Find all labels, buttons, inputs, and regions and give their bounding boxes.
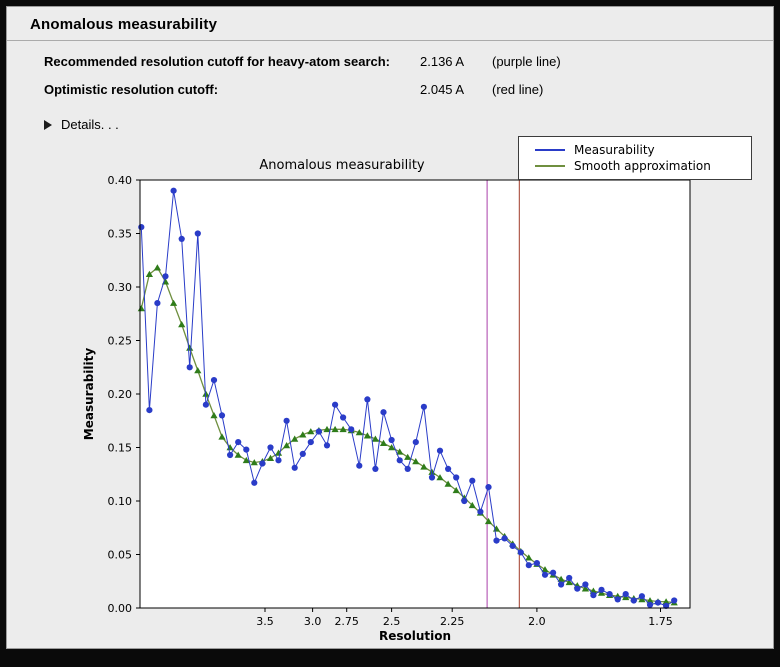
svg-text:2.0: 2.0 <box>528 615 546 628</box>
optimistic-cutoff-note: (red line) <box>492 82 544 97</box>
svg-text:0.15: 0.15 <box>108 442 133 455</box>
svg-text:3.0: 3.0 <box>304 615 322 628</box>
svg-text:0.30: 0.30 <box>108 281 133 294</box>
legend-label-smooth: Smooth approximation <box>574 159 711 173</box>
svg-text:2.5: 2.5 <box>383 615 401 628</box>
title-separator <box>7 40 773 41</box>
legend-entry-measurability: Measurability <box>527 142 743 158</box>
measurability-line-sample <box>535 149 565 151</box>
svg-text:0.05: 0.05 <box>108 549 133 562</box>
svg-text:0.20: 0.20 <box>108 388 133 401</box>
x-axis-label: Resolution <box>379 629 451 643</box>
svg-text:2.75: 2.75 <box>334 615 359 628</box>
disclosure-triangle-icon <box>44 119 52 130</box>
svg-text:2.25: 2.25 <box>440 615 465 628</box>
svg-text:0.35: 0.35 <box>108 228 133 241</box>
svg-text:1.75: 1.75 <box>648 615 673 628</box>
svg-text:0.25: 0.25 <box>108 335 133 348</box>
recommended-cutoff-label: Recommended resolution cutoff for heavy-… <box>44 54 391 69</box>
axis-ticks: 3.5 3.0 2.75 2.5 2.25 2.0 1.75 0.00 0.05 0.10 0.15… <box>108 174 673 628</box>
recommended-cutoff-row: Recommended resolution cutoff for heavy-… <box>44 54 773 82</box>
chart-legend: Measurability Smooth approximation <box>518 136 752 180</box>
svg-text:0.10: 0.10 <box>108 495 133 508</box>
details-label: Details. . . <box>61 117 119 132</box>
legend-label-measurability: Measurability <box>574 143 655 157</box>
recommended-cutoff-note: (purple line) <box>492 54 561 69</box>
optimistic-cutoff-label: Optimistic resolution cutoff: <box>44 82 219 97</box>
anomalous-measurability-window: Anomalous measurability Recommended reso… <box>6 6 774 649</box>
recommended-cutoff-value: 2.136 A <box>420 54 465 69</box>
details-disclosure[interactable]: Details. . . <box>44 117 174 132</box>
plot-title: Anomalous measurability <box>259 158 425 173</box>
legend-entry-smooth: Smooth approximation <box>527 158 743 174</box>
smooth-approximation-line-sample <box>535 165 565 167</box>
titlebar: Anomalous measurability <box>7 7 773 33</box>
svg-text:3.5: 3.5 <box>256 615 274 628</box>
page-title: Anomalous measurability <box>30 16 218 33</box>
svg-text:0.40: 0.40 <box>108 174 133 187</box>
y-axis-label: Measurability <box>82 348 96 441</box>
summary-section: Recommended resolution cutoff for heavy-… <box>7 41 773 132</box>
optimistic-cutoff-row: Optimistic resolution cutoff: 2.045 A (r… <box>44 82 773 110</box>
chart-area: 3.5 3.0 2.75 2.5 2.25 2.0 1.75 0.00 0.05 0.10 0.15… <box>27 122 772 648</box>
optimistic-cutoff-value: 2.045 A <box>420 82 465 97</box>
anomalous-measurability-plot: 3.5 3.0 2.75 2.5 2.25 2.0 1.75 0.00 0.05 0.10 0.15… <box>82 158 691 643</box>
svg-text:0.00: 0.00 <box>108 602 133 615</box>
